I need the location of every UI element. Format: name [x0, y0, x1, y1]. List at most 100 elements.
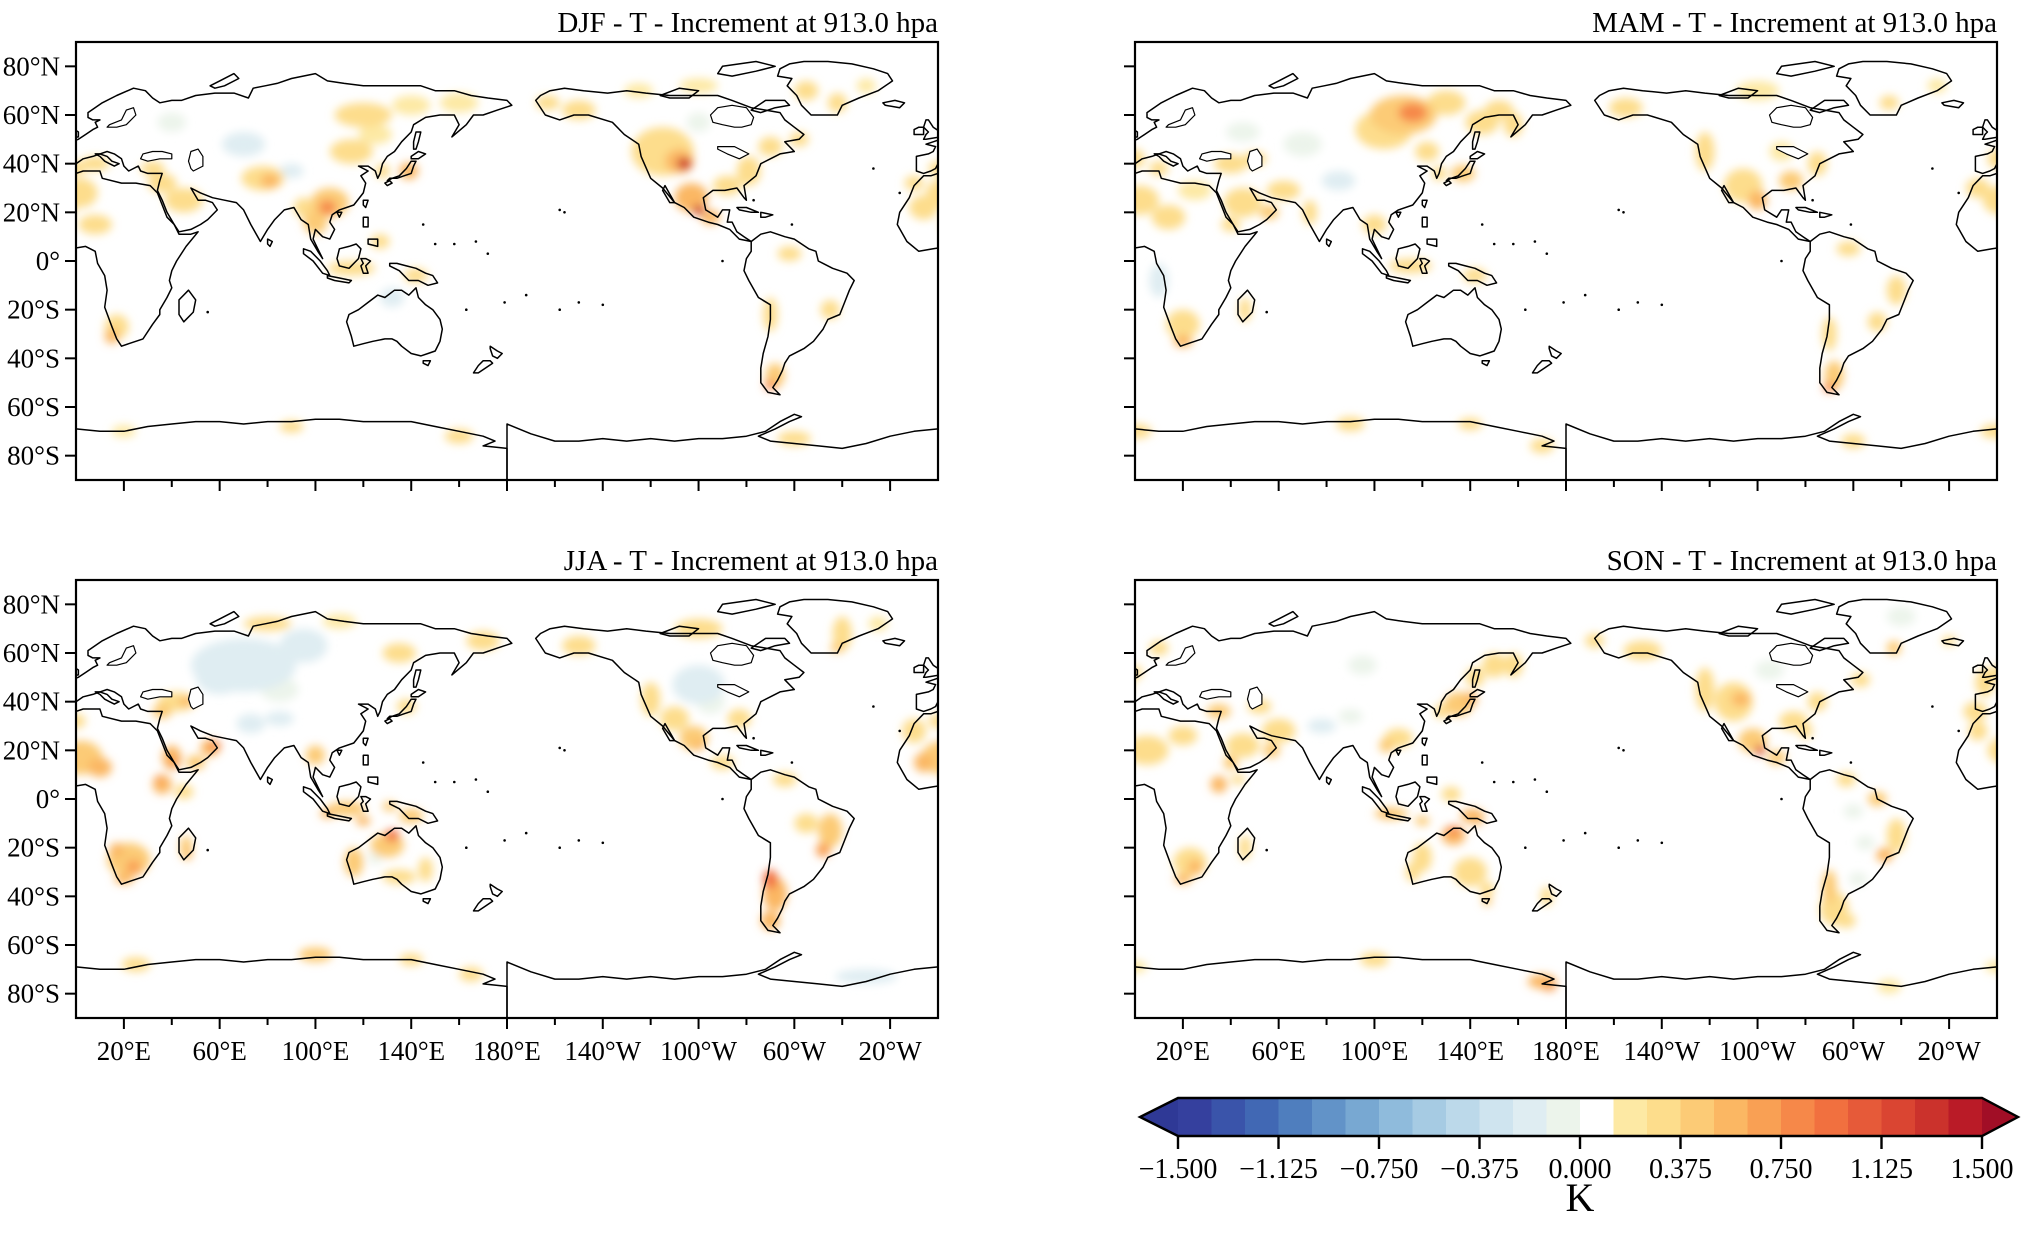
- island-dot: [1069, 705, 1072, 708]
- colorbar: −1.500 −1.125 −0.750 −0.375 0.000 0.375 0.750 1…: [1128, 1090, 2025, 1190]
- y-tick-label: 80°S: [7, 441, 60, 471]
- world-coastline: [506, 598, 1135, 1019]
- anomaly-blob: [928, 713, 939, 729]
- island-dot: [1957, 191, 1960, 195]
- y-tick-label: 40°N: [3, 149, 60, 179]
- panel-title-mam: MAM - T - Increment at 913.0 hpa: [1592, 7, 1997, 39]
- coastline-path: [716, 60, 776, 77]
- anomaly-blob: [914, 752, 934, 773]
- colorbar-tick-label: −0.750: [1340, 1154, 1419, 1185]
- coastline-path: [75, 72, 513, 260]
- island-dot: [1636, 301, 1640, 304]
- anomaly-blob: [1210, 775, 1228, 793]
- lake-path: [717, 146, 750, 160]
- coastline-path: [1134, 956, 1567, 1019]
- anomaly-blob: [1968, 721, 1988, 741]
- coastline-path: [1809, 637, 1850, 652]
- coastline-path: [1421, 737, 1428, 747]
- anomaly-blob: [979, 434, 1003, 449]
- coastline-path: [178, 827, 197, 861]
- panel-title-jja: JJA - T - Increment at 913.0 hpa: [563, 545, 938, 577]
- island-dot: [563, 211, 566, 214]
- anomaly-blob: [660, 706, 689, 731]
- anomaly-blob: [1066, 79, 1085, 94]
- increment-anomaly-field: [1585, 606, 1998, 994]
- coastline-path: [0, 88, 34, 98]
- anomaly-blob: [147, 173, 177, 193]
- x-tick-label: 140°E: [377, 1036, 445, 1066]
- coastline-path: [1404, 825, 1503, 895]
- anomaly-blob: [674, 183, 709, 213]
- colorbar-tick-label: 0.000: [1549, 1154, 1612, 1185]
- coastline-path: [1134, 610, 1572, 798]
- island-dot: [601, 841, 605, 845]
- anomaly-blob: [1321, 171, 1356, 191]
- anomaly-blob: [1748, 190, 1768, 210]
- island-dot: [453, 780, 456, 784]
- coastline-path: [75, 170, 199, 347]
- colorbar-band: [1881, 1098, 1916, 1136]
- anomaly-blob: [943, 156, 972, 171]
- anomaly-blob: [958, 892, 987, 926]
- y-tick-label: 60°S: [7, 930, 60, 960]
- coastline-path: [1802, 769, 1914, 934]
- anomaly-blob: [78, 214, 112, 235]
- island-dot: [1545, 790, 1549, 793]
- coastline-path: [1443, 717, 1452, 725]
- coastline-path: [1469, 150, 1486, 160]
- island-dot: [601, 303, 605, 307]
- anomaly-blob: [727, 709, 752, 729]
- panel-title-djf: DJF - T - Increment at 913.0 hpa: [557, 7, 938, 39]
- anomaly-blob: [960, 870, 974, 904]
- coastline-path: [941, 770, 1051, 933]
- anomaly-blob: [815, 842, 831, 858]
- world-coastline: [75, 72, 513, 481]
- anomaly-blob: [1098, 714, 1127, 733]
- anomaly-blob: [75, 713, 86, 729]
- lake-path: [1776, 146, 1809, 160]
- anomaly-blob: [1259, 205, 1279, 220]
- anomaly-blob: [1503, 653, 1523, 678]
- island-dot: [1512, 780, 1515, 784]
- anomaly-blob: [820, 300, 840, 320]
- axis-ticks: [1124, 65, 1951, 491]
- lake-path: [709, 642, 755, 666]
- anomaly-blob: [1024, 745, 1043, 769]
- coastline-path: [345, 287, 444, 357]
- anomaly-blob: [1063, 739, 1082, 756]
- anomaly-blob: [1018, 96, 1037, 111]
- anomaly-blob: [1836, 241, 1861, 257]
- coastline-path: [489, 345, 503, 360]
- panel-frame: [74, 578, 940, 1020]
- anomaly-blob: [1149, 263, 1169, 298]
- coastline-path: [360, 795, 372, 812]
- coastline-path: [776, 60, 894, 116]
- coastline-path: [1395, 243, 1421, 270]
- coastline-path: [1153, 691, 1179, 705]
- island-dot: [1622, 211, 1625, 214]
- y-tick-label: 60°N: [3, 100, 60, 130]
- coastline-path: [1548, 345, 1562, 360]
- coastline-path: [1941, 99, 1965, 109]
- coastline-path: [659, 625, 700, 637]
- island-dot: [1492, 242, 1496, 246]
- anomaly-blob: [904, 175, 924, 191]
- anomaly-blob: [319, 200, 336, 215]
- island-dot: [206, 310, 209, 314]
- anomaly-blob: [384, 829, 400, 842]
- lake-path: [1165, 107, 1196, 128]
- lake-path: [709, 104, 755, 128]
- colorbar-band: [1647, 1098, 1682, 1136]
- anomaly-blob: [988, 860, 1002, 875]
- coastline-path: [1134, 128, 1139, 139]
- anomaly-blob: [1731, 691, 1751, 707]
- coastline-path: [1775, 598, 1835, 615]
- colorbar-band: [1714, 1098, 1749, 1136]
- anomaly-blob: [1427, 90, 1466, 115]
- coastline-path: [1130, 777, 1135, 784]
- coastline-path: [1718, 625, 1759, 637]
- y-tick-label: 20°N: [3, 197, 60, 227]
- anomaly-blob: [1823, 382, 1836, 393]
- anomaly-blob: [1187, 859, 1203, 875]
- colorbar-band: [1948, 1098, 1983, 1136]
